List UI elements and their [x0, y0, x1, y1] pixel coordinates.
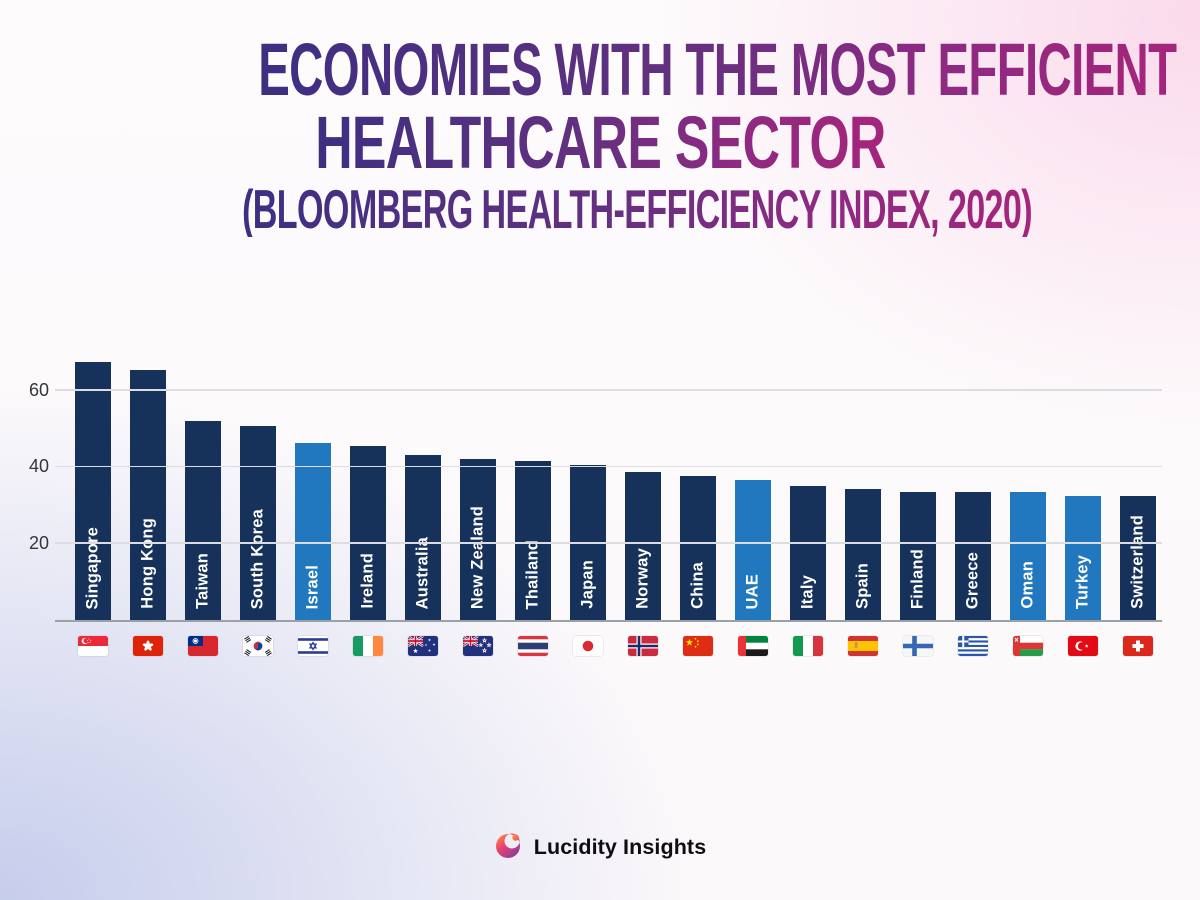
flag-icon-greece — [958, 636, 988, 656]
bar-taiwan: Taiwan — [185, 421, 221, 620]
lucidity-insights-logo-icon — [494, 829, 524, 866]
footer-logo: Lucidity Insights — [0, 829, 1200, 866]
flag-icon-new-zealand — [463, 636, 493, 656]
brand-name: Lucidity Insights — [533, 835, 707, 859]
bar-greece: Greece — [955, 492, 991, 620]
bar-uae: UAE — [735, 480, 771, 620]
bar-south-korea: South Korea — [240, 426, 276, 620]
flag-icon-oman — [1013, 636, 1043, 656]
flag-icon-singapore — [78, 636, 108, 656]
bar-label: Spain — [853, 563, 872, 609]
gridline-40 — [55, 465, 1162, 467]
flag-slot — [845, 636, 881, 656]
bar-label: Italy — [798, 574, 817, 609]
flag-icon-italy — [793, 636, 823, 656]
flag-slot — [1120, 636, 1156, 656]
gridline-60 — [55, 389, 1162, 391]
y-tick-label: 40 — [28, 456, 49, 476]
page-title-line2: HEALTHCARE SECTOR — [314, 100, 886, 184]
flag-slot — [1065, 636, 1101, 656]
flag-slot — [1010, 636, 1046, 656]
gridline-20 — [55, 542, 1162, 544]
bar-label: Switzerland — [1128, 515, 1147, 609]
bar-hong-kong: Hong Kong — [130, 370, 166, 620]
bar-label: Israel — [303, 564, 322, 609]
bar-italy: Italy — [790, 486, 826, 620]
bar-turkey: Turkey — [1065, 496, 1101, 620]
flag-slot — [240, 636, 276, 656]
bar-thailand: Thailand — [515, 461, 551, 620]
flag-slot — [185, 636, 221, 656]
flag-icon-switzerland — [1123, 636, 1153, 656]
bar-label: Australia — [413, 536, 432, 609]
flag-slot — [350, 636, 386, 656]
bar-spain: Spain — [845, 489, 881, 620]
bar-label: China — [688, 562, 707, 609]
flag-icon-finland — [903, 636, 933, 656]
page-subtitle: (BLOOMBERG HEALTH-EFFICIENCY INDEX, 2020… — [242, 178, 1033, 241]
flag-icon-hong-kong — [133, 636, 163, 656]
bar-china: China — [680, 476, 716, 620]
bar-label: Hong Kong — [138, 518, 157, 609]
flag-slot — [625, 636, 661, 656]
bars-container: Singapore Hong Kong Taiwan South Korea Israe… — [75, 339, 1156, 620]
bar-israel: Israel — [295, 443, 331, 620]
bar-ireland: Ireland — [350, 446, 386, 620]
bar-label: New Zealand — [468, 505, 487, 609]
bar-switzerland: Switzerland — [1120, 496, 1156, 620]
bar-label: UAE — [743, 573, 762, 609]
flag-slot — [405, 636, 441, 656]
flag-icon-turkey — [1068, 636, 1098, 656]
bar-oman: Oman — [1010, 492, 1046, 620]
bar-label: Turkey — [1073, 554, 1092, 609]
page-title-line1: ECONOMIES WITH THE MOST EFFICIENT — [258, 28, 1177, 111]
flag-icon-ireland — [353, 636, 383, 656]
y-tick-label: 60 — [28, 379, 49, 400]
flag-icon-norway — [628, 636, 658, 656]
flag-icon-spain — [848, 636, 878, 656]
flag-icon-taiwan — [188, 636, 218, 656]
flag-slot — [570, 636, 606, 656]
bar-label: Greece — [963, 551, 982, 609]
flag-slot — [680, 636, 716, 656]
flag-slot — [75, 636, 111, 656]
flag-slot — [130, 636, 166, 656]
bar-label: Japan — [578, 560, 597, 609]
flag-slot — [900, 636, 936, 656]
bar-label: Singapore — [83, 526, 102, 609]
flag-icon-south-korea — [243, 636, 273, 656]
flag-slot — [460, 636, 496, 656]
bar-singapore: Singapore — [75, 362, 111, 620]
bar-label: South Korea — [248, 508, 267, 609]
flag-slot — [955, 636, 991, 656]
flag-slot — [790, 636, 826, 656]
bar-label: Norway — [633, 548, 652, 609]
bar-label: Thailand — [523, 539, 542, 609]
bar-finland: Finland — [900, 492, 936, 620]
bar-new-zealand: New Zealand — [460, 459, 496, 620]
flag-icon-thailand — [518, 636, 548, 656]
flag-icon-israel — [298, 636, 328, 656]
flag-slot — [735, 636, 771, 656]
y-tick-label: 20 — [28, 532, 49, 553]
title-block: ECONOMIES WITH THE MOST EFFICIENT HEALTH… — [0, 28, 1200, 241]
bar-label: Ireland — [358, 553, 377, 609]
flag-icon-japan — [573, 636, 603, 656]
flag-icon-china — [683, 636, 713, 656]
bar-label: Finland — [908, 548, 927, 609]
flag-icon-uae — [738, 636, 768, 656]
bar-label: Taiwan — [193, 553, 212, 609]
bar-label: Oman — [1018, 561, 1037, 609]
flag-icon-australia — [408, 636, 438, 656]
country-flags-row — [75, 636, 1156, 656]
flag-slot — [295, 636, 331, 656]
bar-chart-plot-area: Singapore Hong Kong Taiwan South Korea Israe… — [29, 339, 1162, 622]
bar-norway: Norway — [625, 472, 661, 620]
bar-australia: Australia — [405, 455, 441, 620]
flag-slot — [515, 636, 551, 656]
